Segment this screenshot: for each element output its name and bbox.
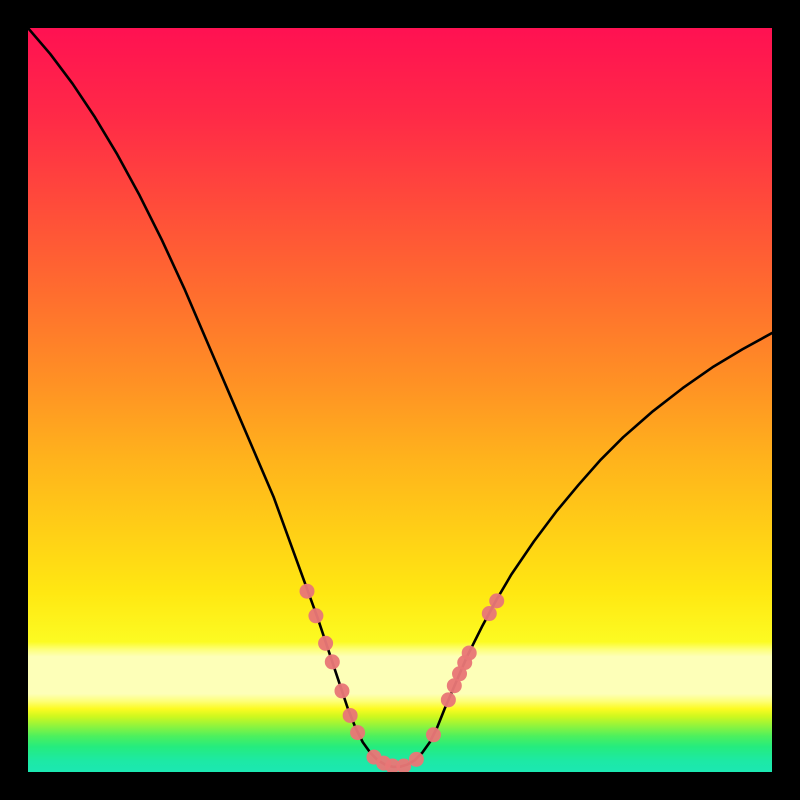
marker-dot — [343, 708, 358, 723]
bottleneck-chart — [0, 0, 800, 800]
marker-dot — [308, 608, 323, 623]
marker-dot — [462, 645, 477, 660]
marker-dot — [396, 759, 411, 774]
marker-dot — [300, 584, 315, 599]
marker-dot — [350, 725, 365, 740]
marker-dot — [318, 636, 333, 651]
marker-dot — [441, 692, 456, 707]
marker-dot — [426, 727, 441, 742]
chart-outer-frame: TheBottleneck.com — [0, 0, 800, 800]
plot-background-gradient — [28, 28, 772, 772]
marker-dot — [409, 752, 424, 767]
marker-dot — [325, 654, 340, 669]
marker-dot — [482, 606, 497, 621]
marker-dot — [489, 593, 504, 608]
marker-dot — [334, 683, 349, 698]
